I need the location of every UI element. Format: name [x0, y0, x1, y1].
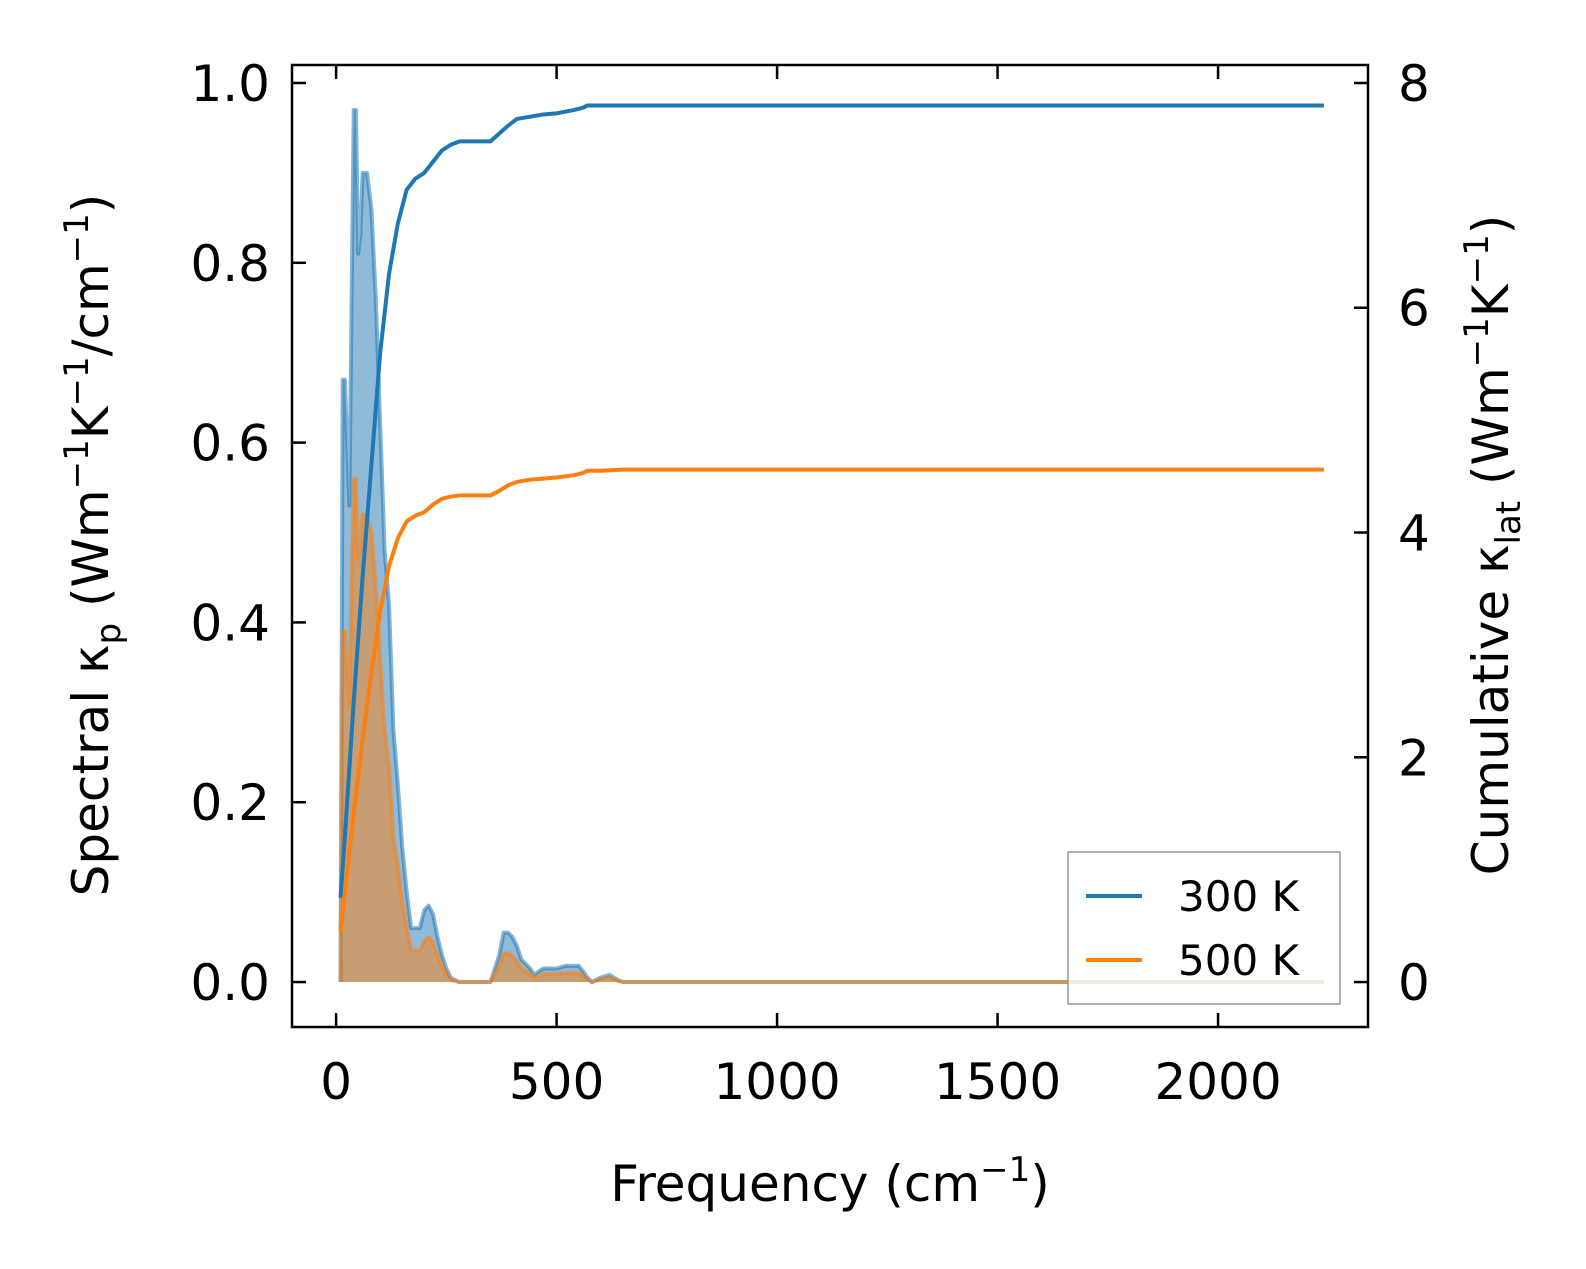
y-left-tick-label: 0.6 [190, 415, 270, 473]
y-right-tick-label: 6 [1398, 280, 1430, 338]
y-left-tick-label: 0.8 [190, 235, 270, 293]
spectral-edge-1 [338, 476, 1324, 985]
x-tick-label: 1500 [934, 1053, 1061, 1111]
spectral-area-0 [340, 109, 1324, 983]
x-tick-label: 2000 [1154, 1053, 1281, 1111]
y-left-tick-label: 0.0 [190, 954, 270, 1012]
y-left-tick-label: 0.4 [190, 594, 270, 652]
cumulative-line-0 [338, 103, 1324, 898]
y-left-tick-label: 0.2 [190, 774, 270, 832]
plot-frame [290, 63, 1370, 1029]
x-tick-label: 1000 [713, 1053, 840, 1111]
spectral-edge-0 [338, 107, 1324, 985]
x-tick-label: 0 [320, 1053, 352, 1111]
legend-label: 500 K [1178, 936, 1301, 985]
y-right-tick-label: 0 [1398, 954, 1430, 1012]
legend-label: 300 K [1178, 872, 1301, 921]
cumulative-line-1 [338, 467, 1324, 932]
x-tick-label: 500 [509, 1053, 604, 1111]
y-right-tick-label: 2 [1398, 729, 1430, 787]
x-axis-label: Frequency (cm−1) [610, 1150, 1050, 1213]
y-left-tick-label: 1.0 [190, 55, 270, 113]
y-right-axis-label: Cumulative κlat (Wm−1K−1) [1457, 215, 1529, 875]
y-right-tick-label: 8 [1398, 55, 1430, 113]
legend-box [1067, 851, 1341, 1005]
y-left-axis-label: Spectral κp (Wm−1K−1/cm−1) [57, 194, 129, 897]
y-right-tick-label: 4 [1398, 505, 1430, 563]
